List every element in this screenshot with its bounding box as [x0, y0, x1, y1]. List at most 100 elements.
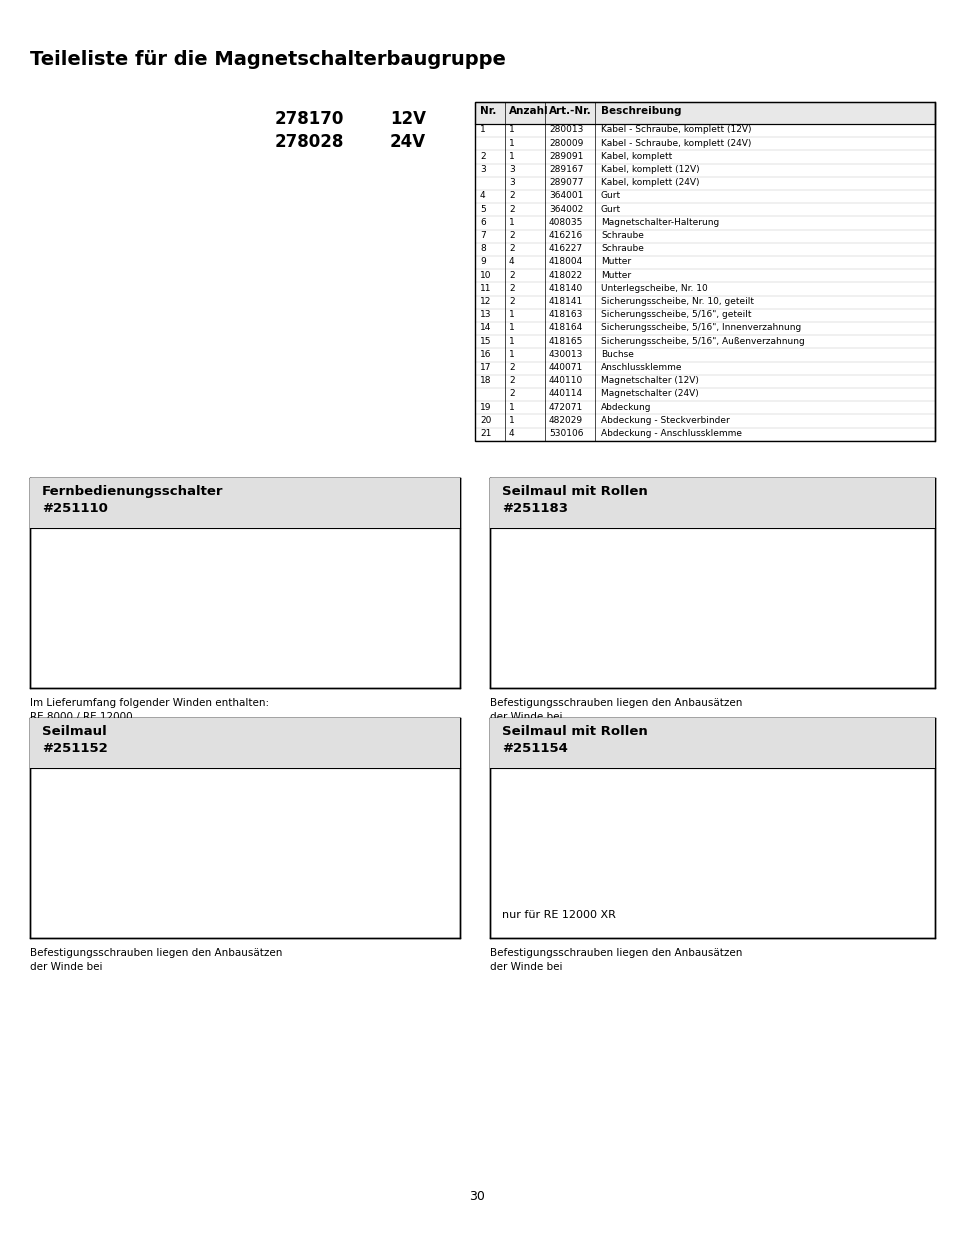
Text: 4: 4 [509, 429, 514, 438]
Text: 278028: 278028 [274, 133, 344, 151]
Text: 2: 2 [509, 205, 514, 214]
Bar [490, 718, 934, 939]
Text: Sicherungsscheibe, 5/16", geteilt: Sicherungsscheibe, 5/16", geteilt [600, 310, 751, 320]
Bar [490, 478, 934, 688]
Text: 1: 1 [479, 126, 485, 135]
Text: 30: 30 [469, 1191, 484, 1203]
Text: Nr.: Nr. [479, 106, 496, 116]
Text: Fernbedienungsschalter: Fernbedienungsschalter [42, 485, 223, 498]
Bar [30, 478, 459, 529]
Bar [475, 103, 934, 441]
Text: 418141: 418141 [548, 298, 582, 306]
Text: Buchse: Buchse [600, 350, 633, 359]
Text: 364002: 364002 [548, 205, 582, 214]
Text: 482029: 482029 [548, 416, 582, 425]
Text: Kabel - Schraube, komplett (12V): Kabel - Schraube, komplett (12V) [600, 126, 751, 135]
Text: Magnetschalter-Halterung: Magnetschalter-Halterung [600, 217, 719, 227]
Text: 289077: 289077 [548, 178, 583, 188]
Text: Magnetschalter (12V): Magnetschalter (12V) [600, 377, 699, 385]
Text: Seilmaul mit Rollen: Seilmaul mit Rollen [501, 485, 647, 498]
Text: 1: 1 [509, 324, 515, 332]
Text: 416216: 416216 [548, 231, 582, 240]
Text: 1: 1 [509, 152, 515, 161]
Text: 440071: 440071 [548, 363, 582, 372]
Text: Mutter: Mutter [600, 258, 631, 267]
Text: Befestigungsschrauben liegen den Anbausätzen: Befestigungsschrauben liegen den Anbausä… [490, 948, 741, 958]
Text: Anschlussklemme: Anschlussklemme [600, 363, 681, 372]
Text: Beschreibung: Beschreibung [600, 106, 680, 116]
Text: 416227: 416227 [548, 245, 582, 253]
Text: #251183: #251183 [501, 501, 567, 515]
Text: 2: 2 [509, 231, 514, 240]
Text: Mutter: Mutter [600, 270, 631, 279]
Text: 280013: 280013 [548, 126, 583, 135]
Text: 408035: 408035 [548, 217, 583, 227]
Text: 24V: 24V [390, 133, 426, 151]
Text: Teileliste für die Magnetschalterbaugruppe: Teileliste für die Magnetschalterbaugrup… [30, 49, 505, 69]
Text: der Winde bei: der Winde bei [490, 962, 562, 972]
Text: 3: 3 [509, 178, 515, 188]
Text: Anzahl: Anzahl [509, 106, 548, 116]
Text: 12V: 12V [390, 110, 426, 128]
Text: 12: 12 [479, 298, 491, 306]
Text: 530106: 530106 [548, 429, 583, 438]
Text: Sicherungsscheibe, 5/16", Außenverzahnung: Sicherungsscheibe, 5/16", Außenverzahnun… [600, 337, 804, 346]
Text: 20: 20 [479, 416, 491, 425]
Text: RE 8000 / RE 12000: RE 8000 / RE 12000 [30, 713, 132, 722]
Text: Kabel - Schraube, komplett (24V): Kabel - Schraube, komplett (24V) [600, 138, 751, 148]
Bar [30, 718, 459, 768]
Text: 289167: 289167 [548, 165, 583, 174]
Text: 430013: 430013 [548, 350, 583, 359]
Text: 418163: 418163 [548, 310, 583, 320]
Text: 440114: 440114 [548, 389, 582, 399]
Text: Kabel, komplett (24V): Kabel, komplett (24V) [600, 178, 699, 188]
Text: 19: 19 [479, 403, 491, 411]
Text: 2: 2 [509, 389, 514, 399]
Bar [490, 478, 934, 529]
Text: 2: 2 [479, 152, 485, 161]
Text: 7: 7 [479, 231, 485, 240]
Text: 2: 2 [509, 363, 514, 372]
Text: 418164: 418164 [548, 324, 582, 332]
Text: 9: 9 [479, 258, 485, 267]
Text: 2: 2 [509, 377, 514, 385]
Text: Befestigungsschrauben liegen den Anbausätzen: Befestigungsschrauben liegen den Anbausä… [490, 698, 741, 708]
Text: Schraube: Schraube [600, 245, 643, 253]
Bar [30, 718, 459, 939]
Text: 418165: 418165 [548, 337, 583, 346]
Text: Gurt: Gurt [600, 191, 620, 200]
Bar [475, 103, 934, 124]
Text: 8: 8 [479, 245, 485, 253]
Text: 418004: 418004 [548, 258, 582, 267]
Text: 1: 1 [509, 310, 515, 320]
Text: 1: 1 [509, 403, 515, 411]
Text: 18: 18 [479, 377, 491, 385]
Text: 1: 1 [509, 126, 515, 135]
Text: #251110: #251110 [42, 501, 108, 515]
Text: 11: 11 [479, 284, 491, 293]
Text: 13: 13 [479, 310, 491, 320]
Text: 1: 1 [509, 217, 515, 227]
Text: Seilmaul mit Rollen: Seilmaul mit Rollen [501, 725, 647, 739]
Text: Sicherungsscheibe, 5/16", Innenverzahnung: Sicherungsscheibe, 5/16", Innenverzahnun… [600, 324, 801, 332]
Text: 6: 6 [479, 217, 485, 227]
Text: 2: 2 [509, 284, 514, 293]
Text: 16: 16 [479, 350, 491, 359]
Text: 10: 10 [479, 270, 491, 279]
Text: Im Lieferumfang folgender Winden enthalten:: Im Lieferumfang folgender Winden enthalt… [30, 698, 269, 708]
Text: der Winde bei: der Winde bei [490, 713, 562, 722]
Text: 17: 17 [479, 363, 491, 372]
Text: 1: 1 [509, 416, 515, 425]
Text: 21: 21 [479, 429, 491, 438]
Text: Schraube: Schraube [600, 231, 643, 240]
Text: 278170: 278170 [274, 110, 344, 128]
Bar [30, 478, 459, 688]
Text: Sicherungsscheibe, Nr. 10, geteilt: Sicherungsscheibe, Nr. 10, geteilt [600, 298, 753, 306]
Text: #251152: #251152 [42, 742, 108, 755]
Text: 3: 3 [509, 165, 515, 174]
Text: 418140: 418140 [548, 284, 582, 293]
Text: 2: 2 [509, 245, 514, 253]
Text: 2: 2 [509, 191, 514, 200]
Text: 289091: 289091 [548, 152, 583, 161]
Text: Kabel, komplett (12V): Kabel, komplett (12V) [600, 165, 699, 174]
